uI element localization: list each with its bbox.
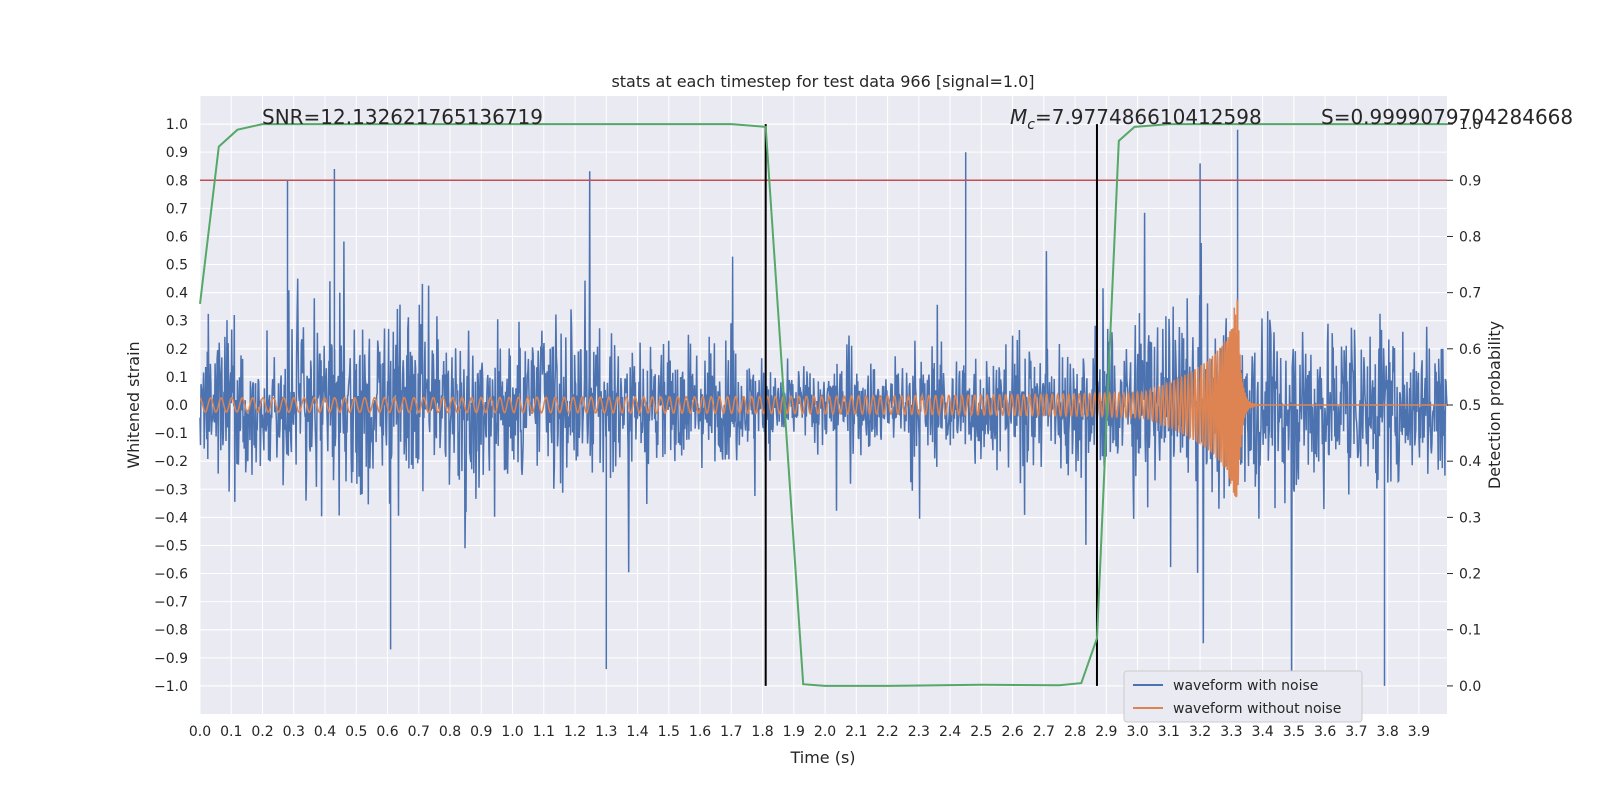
noise-line [199,129,1448,686]
x-tick-label: 3.5 [1283,724,1305,740]
x-tick-label: 3.2 [1189,724,1211,740]
x-tick-label: 1.7 [720,724,742,740]
x-tick-label: 0.8 [439,724,461,740]
x-tick-label: 2.3 [908,724,930,740]
y2-tick-label: 0.4 [1459,454,1481,470]
y2-axis-label: Detection probability [1485,321,1504,489]
x-tick-label: 1.6 [689,724,711,740]
overlay-lines [200,124,1447,686]
y-tick-label: 0.2 [166,342,188,358]
y2-tick-label: 0.3 [1459,510,1481,526]
y-axis-label: Whitened strain [124,341,143,468]
x-tick-label: 0.7 [408,724,430,740]
y-tick-label: 0.8 [166,173,188,189]
x-tick-label: 2.1 [845,724,867,740]
y2-tick-label: 0.7 [1459,286,1481,302]
y-tick-label: −0.7 [154,595,188,611]
x-tick-label: 1.9 [783,724,805,740]
x-tick-label: 3.7 [1345,724,1367,740]
x-tick-label: 0.9 [470,724,492,740]
x-tick-label: 2.2 [876,724,898,740]
y-tick-label: 0.7 [166,201,188,217]
x-tick-label: 0.2 [251,724,273,740]
x-tick-label: 3.6 [1314,724,1336,740]
y2-tick-label: 0.9 [1459,173,1481,189]
x-tick-label: 0.1 [220,724,242,740]
s-annotation: S=0.9999079704284668 [1321,105,1573,129]
y-tick-label: 0.0 [166,398,188,414]
chart-title: stats at each timestep for test data 966… [611,72,1034,91]
x-tick-label: 1.5 [658,724,680,740]
legend-label-clean: waveform without noise [1173,701,1341,717]
chirp-line [199,299,1447,498]
x-tick-label: 2.9 [1095,724,1117,740]
x-tick-label: 1.8 [751,724,773,740]
y2-tick-label: 0.5 [1459,398,1481,414]
chirp-mass-symbol: M [1010,105,1027,129]
x-tick-label: 0.5 [345,724,367,740]
x-tick-label: 0.4 [314,724,336,740]
x-tick-label: 2.6 [1001,724,1023,740]
y-tick-label: −0.1 [154,426,188,442]
y-tick-label: −0.2 [154,454,188,470]
x-tick-label: 0.6 [376,724,398,740]
y-tick-label: 0.9 [166,145,188,161]
y-tick-label: −0.4 [154,510,188,526]
x-tick-label: 1.4 [626,724,648,740]
legend-box [1123,670,1363,723]
x-tick-label: 3.1 [1158,724,1180,740]
x-tick-label: 1.0 [501,724,523,740]
y-tick-label: 0.6 [166,229,188,245]
y-tick-label: 0.4 [166,286,188,302]
y-tick-label: 0.1 [166,370,188,386]
x-tick-label: 3.0 [1126,724,1148,740]
y2-tick-label: 0.6 [1459,342,1481,358]
y-tick-label: 1.0 [166,117,188,133]
chirp-mass-annotation: Mc=7.977486610412598 [1010,105,1262,133]
x-tick-label: 3.9 [1408,724,1430,740]
series-waveform-without-noise [199,299,1447,498]
x-tick-label: 2.5 [970,724,992,740]
x-axis-label: Time (s) [789,748,855,767]
x-tick-label: 3.8 [1376,724,1398,740]
y2-tick-label: 0.8 [1459,229,1481,245]
series-waveform-with-noise [199,129,1448,686]
x-tick-label: 2.8 [1064,724,1086,740]
x-tick-label: 3.4 [1251,724,1273,740]
y-tick-label: 0.3 [166,314,188,330]
probability-line [199,123,1447,687]
y-tick-label: −0.6 [154,567,188,583]
chirp-mass-subscript: c [1027,117,1035,133]
y-tick-label: −1.0 [154,679,188,695]
x-tick-label: 0.3 [283,724,305,740]
x-tick-label: 3.3 [1220,724,1242,740]
tick-labels: 0.0 0.1 0.2 0.3 0.4 0.5 0.6 0.7 0.8 0.9 1.0 1.1 1.2 1… [154,117,1481,740]
y2-tick-label: 0.1 [1459,623,1481,639]
y-tick-label: 0.5 [166,258,188,274]
y-tick-label: −0.8 [154,623,188,639]
x-tick-label: 1.2 [564,724,586,740]
x-tick-label: 0.0 [189,724,211,740]
y2-tick-label: 0.2 [1459,567,1481,583]
y-tick-label: −0.5 [154,538,188,554]
x-tick-label: 2.4 [939,724,961,740]
y2-tick-label: 1.0 [1459,117,1481,133]
legend-label-noise: waveform with noise [1173,678,1318,694]
x-tick-label: 2.0 [814,724,836,740]
y-tick-label: −0.9 [154,651,188,667]
x-tick-label: 2.7 [1033,724,1055,740]
series-detection-probability [199,123,1447,687]
legend: waveform with noise waveform without noi… [1123,670,1363,723]
chirp-mass-value: =7.977486610412598 [1035,105,1262,129]
x-tick-label: 1.1 [533,724,555,740]
y2-tick-label: 0.0 [1459,679,1481,695]
x-tick-label: 1.3 [595,724,617,740]
y-tick-label: −0.3 [154,482,188,498]
snr-annotation: SNR=12.132621765136719 [262,105,543,129]
